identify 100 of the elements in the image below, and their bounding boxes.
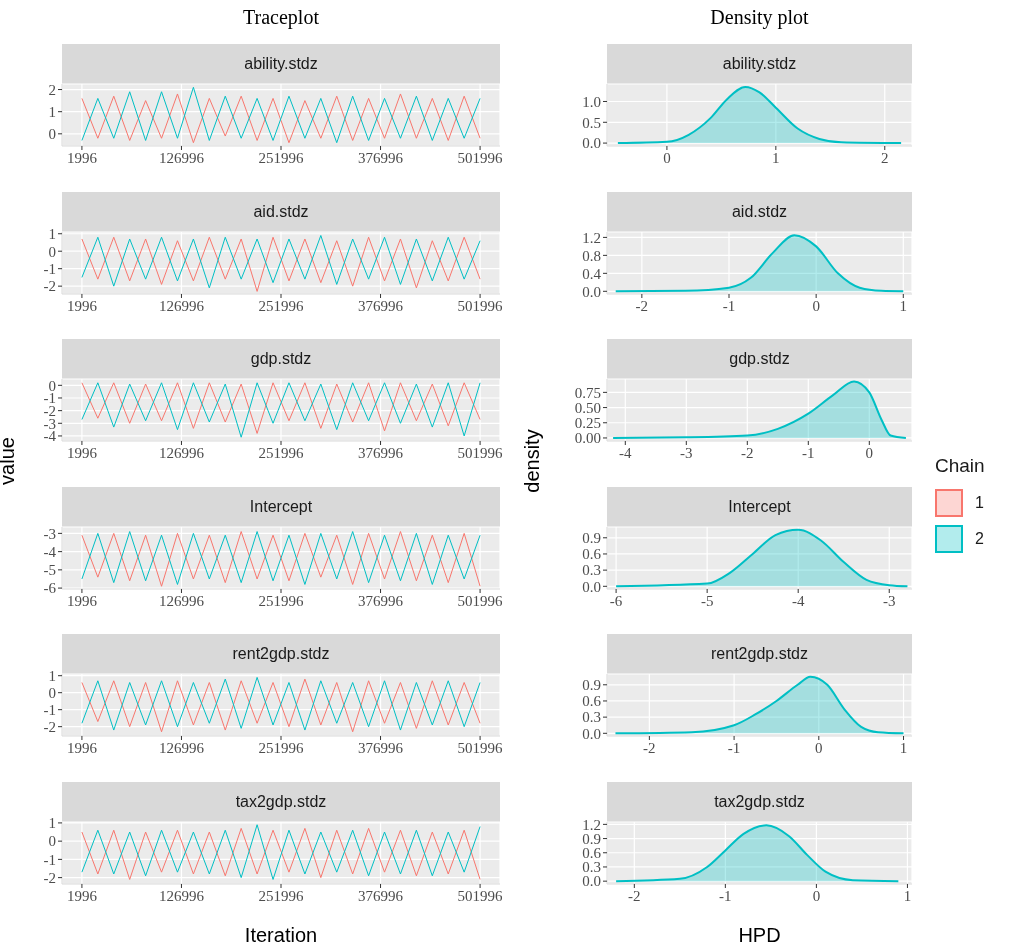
x-tick-label: -1 — [727, 739, 741, 756]
y-tick-label: -1 — [43, 702, 56, 718]
y-tick-label: 0.3 — [582, 858, 601, 875]
x-tick-label: 376996 — [358, 149, 404, 166]
x-tick-label: 376996 — [358, 592, 404, 609]
x-tick-label: 126996 — [158, 297, 205, 314]
y-tick-label: 1 — [48, 104, 56, 120]
x-tick-label: 1996 — [66, 739, 98, 756]
x-tick-label: 1996 — [66, 444, 98, 461]
chart-subtitle: rent2gdp.stdz — [607, 634, 912, 674]
chart-subtitle: aid.stdz — [607, 191, 912, 232]
chart-subtitle: ability.stdz — [607, 44, 912, 84]
y-tick-label: 1 — [48, 225, 56, 242]
y-tick-label: 2 — [48, 81, 56, 98]
x-tick-label: 251996 — [258, 297, 304, 314]
x-tick-label: 1996 — [66, 297, 98, 314]
y-tick-label: 0 — [48, 685, 56, 702]
x-tick-label: 501996 — [457, 739, 504, 756]
x-tick-label: 1996 — [66, 149, 98, 166]
x-tick-label: 1 — [903, 887, 912, 904]
y-tick-label: 0.0 — [582, 283, 601, 300]
x-tick-label: 0 — [812, 297, 820, 314]
y-tick-label: 1.2 — [582, 229, 601, 246]
x-tick-label: 1 — [772, 149, 780, 166]
x-tick-label: 376996 — [358, 297, 404, 314]
y-tick-label: 0.9 — [582, 677, 601, 694]
legend-label: 2 — [975, 530, 984, 548]
y-tick-label: 0.0 — [582, 578, 601, 595]
y-tick-label: 0.4 — [582, 265, 602, 282]
x-tick-label: 251996 — [258, 592, 304, 609]
y-tick-label: 0.9 — [582, 830, 601, 847]
y-tick-label: 0.6 — [582, 844, 602, 861]
x-tick-label: 0 — [812, 887, 821, 904]
x-tick-label: -1 — [722, 297, 736, 314]
y-tick-label: 0.3 — [582, 709, 601, 726]
y-tick-label: -4 — [43, 543, 57, 560]
x-axis-title: HPD — [737, 923, 782, 947]
y-tick-label: 1.0 — [582, 93, 601, 110]
y-tick-label: 0.25 — [574, 415, 601, 432]
legend-title: Chain — [935, 455, 985, 477]
x-tick-label: -4 — [619, 444, 633, 461]
x-tick-label: 251996 — [258, 887, 304, 904]
x-tick-label: 501996 — [457, 297, 504, 314]
y-tick-label: 0.75 — [574, 384, 601, 401]
y-tick-label: 0.0 — [582, 872, 601, 889]
y-tick-label: 1.2 — [582, 816, 601, 833]
x-tick-label: -1 — [802, 444, 815, 461]
x-tick-label: 251996 — [258, 444, 304, 461]
legend-label: 1 — [975, 494, 984, 512]
y-tick-label: -2 — [43, 277, 56, 294]
x-tick-label: -2 — [635, 297, 649, 314]
x-tick-label: 126996 — [158, 887, 205, 904]
y-tick-label: 0.50 — [574, 399, 601, 416]
x-tick-label: 501996 — [457, 149, 504, 166]
y-tick-label: 1 — [48, 668, 56, 685]
x-tick-label: 501996 — [457, 444, 504, 461]
x-tick-label: -2 — [643, 739, 656, 756]
x-tick-label: 1996 — [66, 592, 98, 609]
chart-subtitle: tax2gdp.stdz — [62, 781, 500, 822]
y-tick-label: 0.6 — [582, 693, 602, 710]
x-tick-label: -2 — [741, 444, 754, 461]
chart-subtitle: Intercept — [62, 486, 500, 527]
chart-subtitle: Intercept — [607, 486, 912, 527]
x-tick-label: -6 — [609, 592, 623, 609]
y-tick-label: -6 — [43, 579, 57, 596]
y-tick-label: -1 — [43, 851, 56, 868]
x-tick-label: -3 — [882, 592, 896, 609]
x-tick-label: 0 — [663, 149, 671, 166]
y-tick-label: 0.3 — [582, 561, 601, 578]
chart-subtitle: ability.stdz — [62, 44, 500, 84]
y-tick-label: 0 — [48, 243, 56, 260]
x-tick-label: -4 — [791, 592, 805, 609]
y-axis-title: density — [521, 428, 544, 495]
x-tick-label: 0 — [865, 444, 874, 461]
x-tick-label: 251996 — [258, 149, 304, 166]
y-tick-label: 0.9 — [582, 529, 601, 546]
x-tick-label: 126996 — [158, 149, 205, 166]
y-axis-title: value — [0, 436, 19, 487]
x-tick-label: -2 — [628, 887, 641, 904]
y-tick-label: 0.00 — [574, 430, 601, 447]
y-tick-label: -2 — [43, 718, 56, 735]
x-tick-label: 501996 — [457, 592, 504, 609]
x-tick-label: 2 — [881, 149, 889, 166]
x-tick-label: -3 — [680, 444, 693, 461]
y-tick-label: 0 — [48, 832, 56, 849]
y-tick-label: -3 — [43, 525, 56, 542]
x-tick-label: -1 — [719, 887, 732, 904]
y-tick-label: 0.6 — [582, 545, 602, 562]
y-tick-label: -1 — [43, 260, 56, 277]
y-tick-label: 0.0 — [582, 135, 601, 152]
x-tick-label: 376996 — [358, 887, 404, 904]
chart-title: Traceplot — [242, 6, 320, 29]
x-tick-label: -5 — [700, 592, 714, 609]
chart-subtitle: gdp.stdz — [607, 339, 912, 379]
chart-subtitle: aid.stdz — [62, 191, 500, 232]
x-tick-label: 126996 — [158, 739, 205, 756]
x-axis-title: Iteration — [243, 923, 319, 947]
x-tick-label: 376996 — [358, 739, 404, 756]
chart-subtitle: tax2gdp.stdz — [607, 781, 912, 822]
x-tick-label: 1 — [899, 297, 908, 314]
